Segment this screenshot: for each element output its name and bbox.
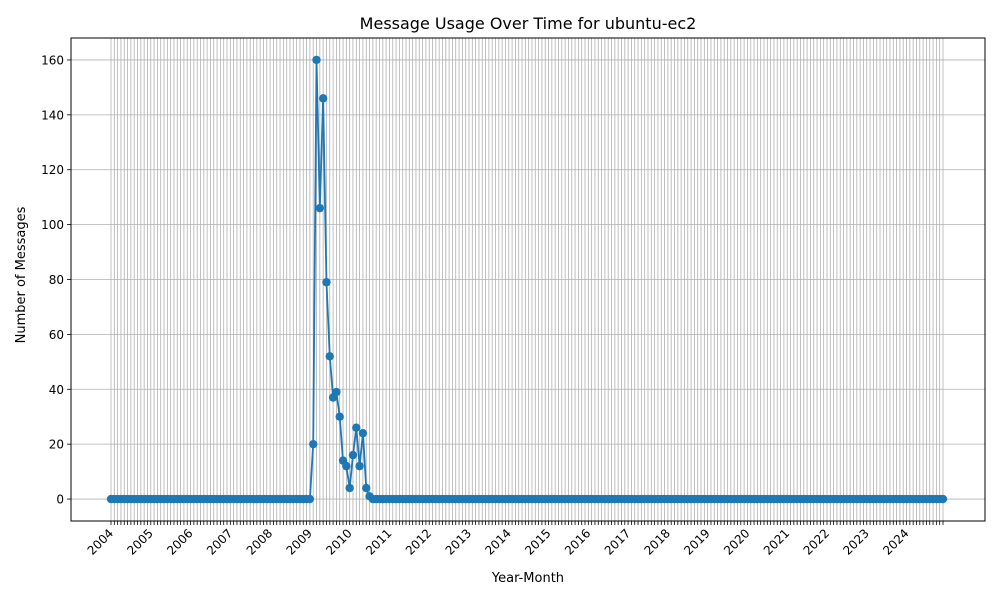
y-tick-label: 120 [41, 163, 64, 177]
data-point [312, 55, 321, 65]
chart-title: Message Usage Over Time for ubuntu-ec2 [360, 14, 697, 33]
x-tick-label: 2016 [562, 526, 593, 557]
data-point [322, 278, 331, 287]
x-tick-label: 2006 [164, 526, 195, 557]
grid [71, 38, 985, 521]
x-tick-label: 2009 [284, 526, 315, 557]
x-tick-label: 2017 [602, 526, 633, 557]
x-tick-label: 2018 [641, 526, 672, 557]
x-axis-label: Year-Month [491, 571, 564, 586]
data-point [325, 352, 334, 361]
data-point [308, 439, 318, 449]
x-tick-label: 2022 [801, 526, 832, 557]
x-tick-label: 2021 [761, 526, 792, 557]
y-axis-label: Number of Messages [14, 206, 29, 343]
x-tick-label: 2015 [522, 526, 553, 557]
x-tick-label: 2020 [721, 526, 752, 557]
x-tick-label: 2019 [681, 526, 712, 557]
x-tick-label: 2007 [204, 526, 235, 557]
data-point [315, 203, 325, 213]
x-tick-label: 2005 [124, 526, 155, 557]
y-tick-label: 20 [49, 438, 64, 452]
data-point [345, 483, 354, 493]
x-tick-label: 2013 [443, 526, 474, 557]
data-point [355, 461, 364, 471]
data-point [318, 94, 328, 103]
data-point [335, 412, 344, 421]
series-layer [106, 55, 948, 504]
y-axis-ticks: 0 20 40 60 80 100 120 140 160 [41, 53, 71, 507]
data-point [332, 387, 341, 397]
y-tick-label: 40 [49, 383, 64, 397]
y-tick-label: 0 [56, 493, 64, 507]
data-point [342, 461, 351, 471]
data-point [352, 423, 361, 432]
x-tick-label: 2008 [244, 526, 275, 557]
data-point [305, 494, 315, 504]
x-tick-label: 2014 [482, 526, 513, 557]
y-tick-label: 140 [41, 108, 64, 122]
x-tick-label: 2023 [840, 526, 871, 557]
data-point [938, 494, 948, 504]
x-axis-ticks: 2004 2005 2006 2007 2008 2009 2010 2011 2012 2013… [85, 521, 944, 558]
x-tick-label: 2012 [403, 526, 434, 557]
y-tick-label: 60 [49, 328, 64, 342]
y-tick-label: 80 [49, 273, 64, 287]
x-tick-label: 2010 [323, 526, 354, 557]
data-point [358, 428, 368, 438]
x-tick-label: 2004 [85, 526, 116, 557]
y-tick-label: 100 [41, 218, 64, 232]
y-tick-label: 160 [41, 53, 64, 67]
x-tick-label: 2024 [880, 526, 911, 557]
data-point [348, 450, 358, 460]
data-point [362, 483, 371, 493]
x-tick-label: 2011 [363, 526, 394, 557]
